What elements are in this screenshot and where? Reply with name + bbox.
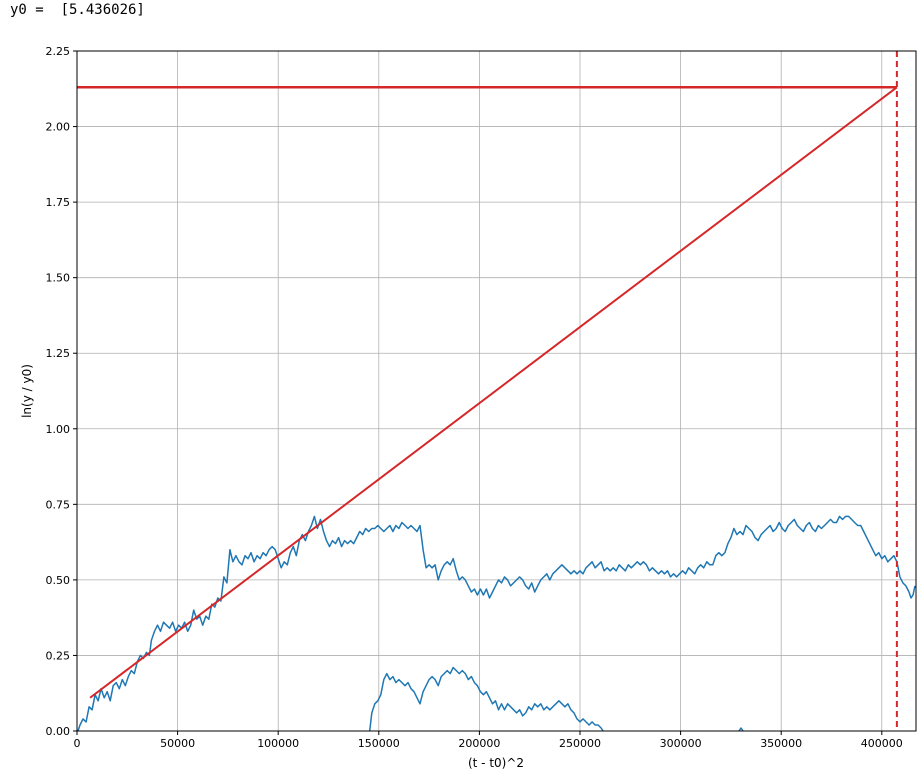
x-tick-label: 0 [74,737,81,750]
x-tick-label: 350000 [760,737,802,750]
x-axis-ticks: 0 50000 100000 150000 200000 250000 300000 3500… [74,731,903,750]
data-series-line [77,515,916,731]
y-tick-label: 0.25 [46,649,71,662]
y-axis-ticks: 0.00 0.25 0.50 0.75 1.00 1.25 1.50 1.75 2.00 2.25 [46,45,77,738]
data-series-line [368,666,604,731]
x-tick-label: 300000 [660,737,702,750]
x-tick-label: 100000 [257,737,299,750]
x-tick-label: 250000 [559,737,601,750]
x-axis-label: (t - t0)^2 [468,756,524,770]
x-tick-label: 150000 [358,737,400,750]
y-tick-label: 2.25 [46,45,71,58]
axes-frame [76,50,917,732]
y-tick-label: 1.50 [46,272,71,285]
fit-line [89,86,898,699]
y-tick-label: 1.25 [46,347,71,360]
x-tick-label: 50000 [160,737,195,750]
y-tick-label: 1.00 [46,423,71,436]
y-tick-label: 0.75 [46,498,71,511]
output-line: y0 = [5.436026] [10,2,145,18]
plot-area [77,51,916,731]
y-axis-label: ln(y / y0) [20,364,34,418]
data-series-line [738,727,744,731]
y-tick-label: 0.50 [46,574,71,587]
x-tick-label: 200000 [458,737,500,750]
x-tick-label: 400000 [861,737,903,750]
y-tick-label: 0.00 [46,725,71,738]
y-tick-label: 2.00 [46,121,71,134]
y-tick-label: 1.75 [46,196,71,209]
